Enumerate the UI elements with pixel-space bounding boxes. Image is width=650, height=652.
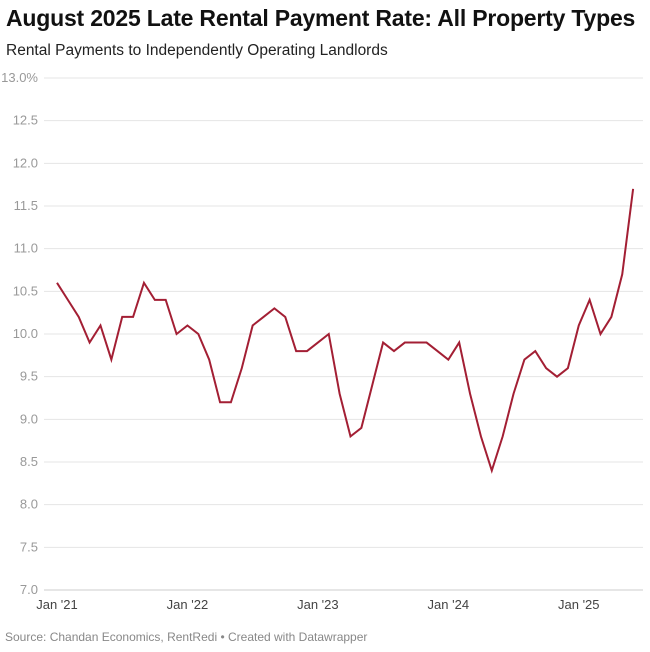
y-tick-label: 7.0 — [20, 582, 38, 597]
y-tick-label: 9.5 — [20, 369, 38, 384]
x-tick-label: Jan '23 — [297, 597, 339, 612]
y-tick-label: 12.5 — [13, 113, 38, 128]
y-tick-label: 8.0 — [20, 497, 38, 512]
y-tick-label: 13.0% — [1, 70, 38, 85]
chart-subtitle: Rental Payments to Independently Operati… — [6, 42, 388, 59]
y-tick-label: 9.0 — [20, 411, 38, 426]
y-tick-label: 10.0 — [13, 326, 38, 341]
x-tick-label: Jan '25 — [558, 597, 600, 612]
y-tick-label: 11.0 — [14, 241, 38, 256]
series-line — [56, 188, 635, 474]
y-tick-label: 7.5 — [20, 539, 38, 554]
y-tick-label: 11.5 — [14, 198, 38, 213]
y-tick-label: 8.5 — [20, 454, 38, 469]
y-tick-label: 10.5 — [13, 283, 38, 298]
x-tick-label: Jan '22 — [167, 597, 209, 612]
y-tick-label: 12.0 — [13, 155, 38, 170]
x-tick-label: Jan '24 — [428, 597, 470, 612]
source-note: Source: Chandan Economics, RentRedi • Cr… — [5, 630, 368, 644]
chart-title: August 2025 Late Rental Payment Rate: Al… — [6, 5, 636, 31]
x-tick-label: Jan '21 — [36, 597, 78, 612]
